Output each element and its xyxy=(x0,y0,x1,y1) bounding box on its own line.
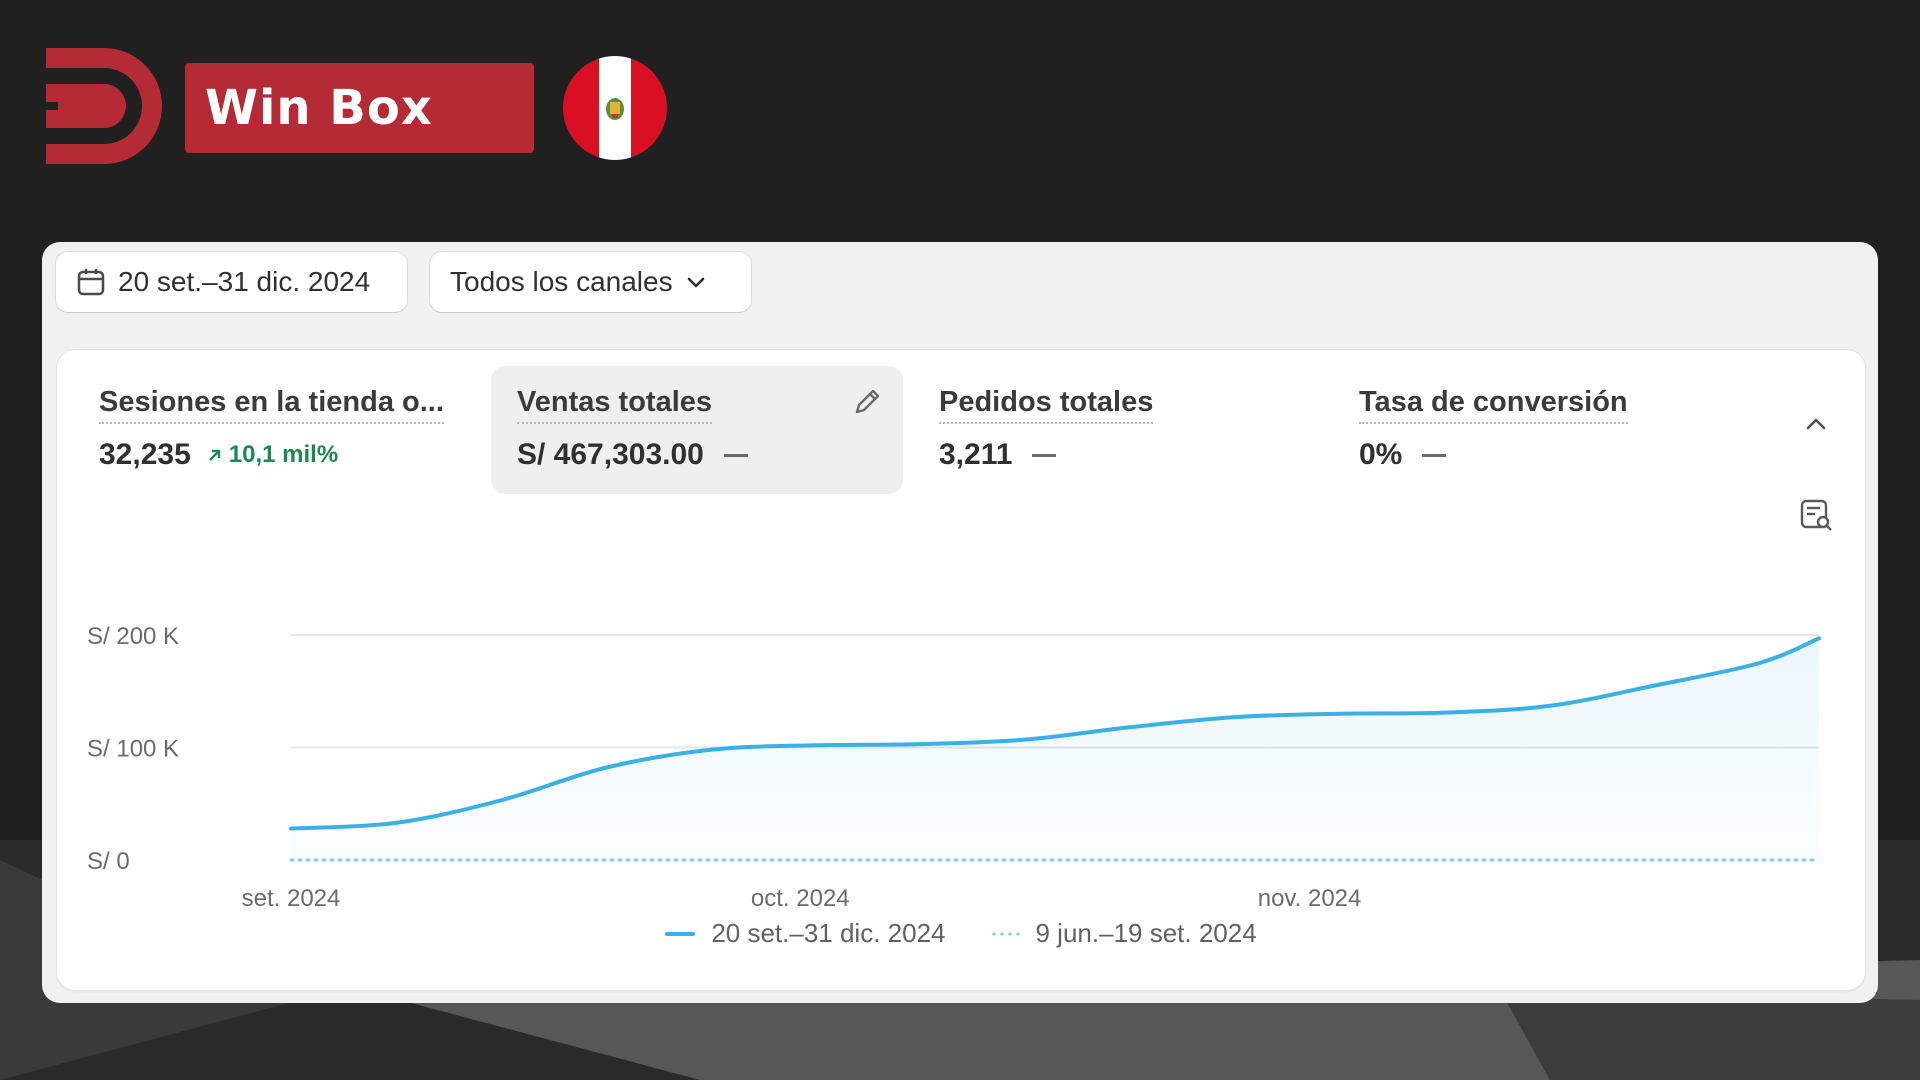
series-line-current xyxy=(289,636,1821,831)
metric-delta-value: 10,1 mil% xyxy=(228,441,339,468)
channel-label: Todos los canales xyxy=(450,266,673,297)
metric-total-orders[interactable]: Pedidos totales 3,211 xyxy=(909,366,1321,494)
analytics-panel: 20 set.–31 dic. 2024 Todos los canales S… xyxy=(42,242,1878,1003)
chart-legend: 20 set.–31 dic. 2024 9 jun.–19 set. 2024 xyxy=(57,918,1865,949)
calendar-icon xyxy=(77,269,105,296)
brand-label: Win Box xyxy=(185,63,534,153)
y-tick-label: S/ 200 K xyxy=(87,623,179,650)
date-range-label: 20 set.–31 dic. 2024 xyxy=(118,266,371,297)
legend-item-current[interactable]: 20 set.–31 dic. 2024 xyxy=(665,918,946,949)
metric-conversion-rate[interactable]: Tasa de conversión 0% xyxy=(1329,366,1741,494)
chevron-down-icon xyxy=(687,277,704,288)
peru-flag-icon xyxy=(563,56,667,160)
legend-dotted-line-icon xyxy=(989,931,1020,936)
metric-value: 32,235 xyxy=(99,438,191,471)
metric-no-change-dash xyxy=(1032,453,1057,457)
metrics-card: Sesiones en la tienda o... 32,235 10,1 m… xyxy=(57,350,1865,990)
legend-item-previous[interactable]: 9 jun.–19 set. 2024 xyxy=(989,918,1257,949)
metric-total-sales[interactable]: Ventas totales S/ 467,303.00 xyxy=(491,366,903,494)
series-area-current xyxy=(291,638,1819,860)
chart-search-icon[interactable] xyxy=(1799,498,1833,532)
chevron-up-icon[interactable] xyxy=(1804,412,1828,436)
legend-solid-line-icon xyxy=(665,931,696,936)
metric-title: Tasa de conversión xyxy=(1359,386,1628,424)
metric-value: 3,211 xyxy=(939,438,1013,471)
y-tick-label: S/ 100 K xyxy=(87,736,179,763)
sales-chart: S/ 0 S/ 100 K S/ 200 K set. 2024 oct. 2024 no… xyxy=(87,623,1821,912)
y-tick-label: S/ 0 xyxy=(87,848,130,875)
logo-icon xyxy=(46,48,162,164)
metric-no-change-dash xyxy=(1422,453,1447,457)
metric-sessions[interactable]: Sesiones en la tienda o... 32,235 10,1 m… xyxy=(57,366,477,494)
metric-title: Sesiones en la tienda o... xyxy=(99,386,444,424)
arrow-up-right-icon xyxy=(208,449,220,461)
metric-delta: 10,1 mil% xyxy=(207,441,338,469)
metric-value: 0% xyxy=(1359,438,1403,471)
legend-label: 9 jun.–19 set. 2024 xyxy=(1035,918,1257,948)
pencil-icon[interactable] xyxy=(851,386,883,418)
date-range-button[interactable]: 20 set.–31 dic. 2024 xyxy=(56,252,407,312)
metric-title: Ventas totales xyxy=(517,386,713,424)
x-tick-label: set. 2024 xyxy=(242,885,341,912)
metric-no-change-dash xyxy=(723,453,748,457)
x-tick-label: oct. 2024 xyxy=(751,885,850,912)
legend-label: 20 set.–31 dic. 2024 xyxy=(711,918,946,948)
x-tick-label: nov. 2024 xyxy=(1258,885,1362,912)
metric-value: S/ 467,303.00 xyxy=(517,438,704,471)
brand-name: Win Box xyxy=(205,80,433,136)
channel-select[interactable]: Todos los canales xyxy=(430,252,751,312)
metric-title: Pedidos totales xyxy=(939,386,1154,424)
